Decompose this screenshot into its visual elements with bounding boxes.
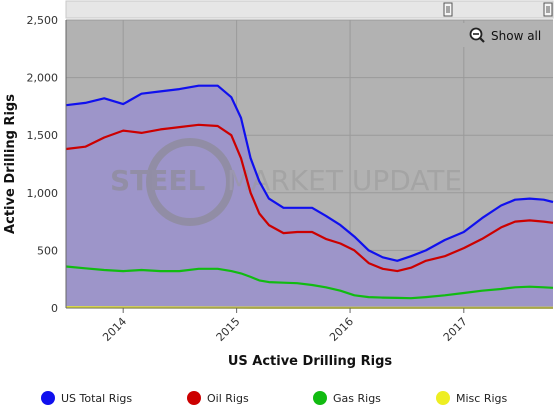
gas-rigs-line: [65, 265, 554, 300]
legend-item-misc-rigs[interactable]: Misc Rigs: [436, 391, 508, 405]
legend-marker: [187, 391, 201, 405]
y-tick-label: 0: [51, 302, 58, 315]
legend-item-us-total-rigs[interactable]: US Total Rigs: [41, 391, 132, 405]
y-tick-label: 1,500: [27, 129, 59, 142]
y-tick-label: 500: [37, 244, 58, 257]
x-tick-label: 2014: [100, 315, 129, 344]
legend-marker: [436, 391, 450, 405]
navigator-right-handle[interactable]: [543, 2, 553, 17]
y-axis: 0 500 1,000 1,500 2,000 2,500: [27, 14, 67, 315]
navigator-bar[interactable]: [65, 0, 554, 19]
legend-item-gas-rigs[interactable]: Gas Rigs: [313, 391, 381, 405]
x-axis: 2014 2015 2016 2017: [66, 307, 553, 344]
x-tick-label: 2016: [327, 315, 356, 344]
zoom-out-icon: [469, 27, 485, 43]
watermark-market-update: MARKET UPDATE: [227, 164, 462, 197]
watermark-steel: STEEL: [110, 164, 206, 197]
legend-marker: [313, 391, 327, 405]
legend-label: Oil Rigs: [207, 392, 249, 405]
legend: US Total Rigs Oil Rigs Gas Rigs Misc Rigs: [41, 391, 508, 405]
legend-item-oil-rigs[interactable]: Oil Rigs: [187, 391, 249, 405]
oil-rigs-line: [65, 123, 554, 273]
legend-label: US Total Rigs: [61, 392, 132, 405]
x-tick-label: 2017: [441, 315, 470, 344]
y-tick-label: 1,000: [27, 187, 59, 200]
x-tick-label: 2015: [214, 315, 243, 344]
y-tick-label: 2,500: [27, 14, 59, 27]
legend-marker: [41, 391, 55, 405]
us-total-rigs-line: [65, 84, 554, 262]
show-all-button[interactable]: Show all: [462, 23, 548, 47]
x-axis-title: US Active Drilling Rigs: [228, 354, 393, 369]
legend-label: Gas Rigs: [333, 392, 381, 405]
legend-label: Misc Rigs: [456, 392, 508, 405]
y-axis-title: Active Drilling Rigs: [3, 94, 18, 234]
navigator-left-handle[interactable]: [443, 2, 453, 17]
y-tick-label: 2,000: [27, 72, 59, 85]
show-all-label: Show all: [491, 29, 541, 43]
